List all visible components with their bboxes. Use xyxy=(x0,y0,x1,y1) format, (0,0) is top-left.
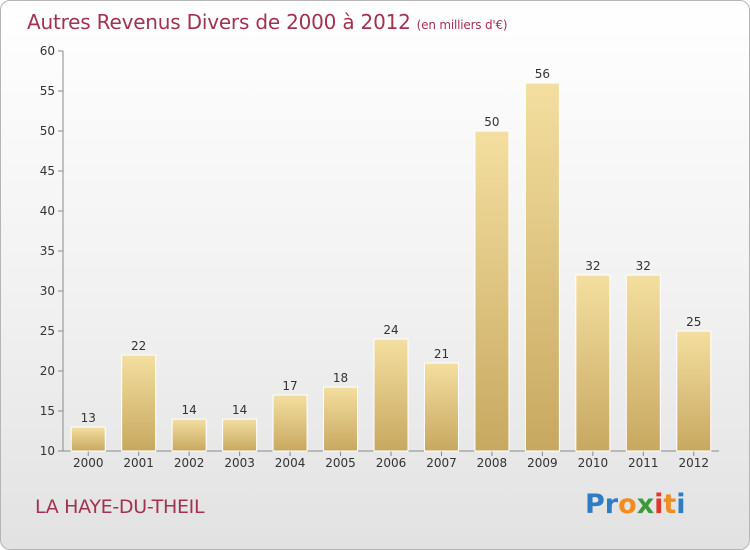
x-axis: 2000 2001 2002 2003 2004 2005 2006 2007 2008 2009… xyxy=(63,450,719,470)
place-name: LA HAYE-DU-THEIL xyxy=(35,496,205,518)
x-tick-label-2004: 2004 xyxy=(275,456,306,470)
y-tick-label: 55 xyxy=(40,84,55,98)
x-tick-label-2006: 2006 xyxy=(376,456,407,470)
proxiti-logo: Proxiti xyxy=(585,489,686,520)
data-label-2002: 14 xyxy=(182,403,197,417)
x-tick-label-2002: 2002 xyxy=(174,456,205,470)
x-tick-label-2003: 2003 xyxy=(224,456,255,470)
data-label-2008: 50 xyxy=(484,115,499,129)
x-tick-label-2008: 2008 xyxy=(477,456,508,470)
data-label-2003: 14 xyxy=(232,403,247,417)
chart-unit-note: (en milliers d'€) xyxy=(416,18,508,32)
bar-2005 xyxy=(323,386,359,452)
bar-series xyxy=(70,82,712,452)
x-tick-label-2012: 2012 xyxy=(678,456,709,470)
x-tick-label-2011: 2011 xyxy=(628,456,659,470)
bar-2001 xyxy=(121,354,157,452)
data-label-2007: 21 xyxy=(434,347,449,361)
bar-2010 xyxy=(575,274,611,452)
y-tick-label: 20 xyxy=(40,364,55,378)
data-label-2001: 22 xyxy=(131,339,146,353)
x-tick-label-2000: 2000 xyxy=(73,456,104,470)
x-tick-label-2007: 2007 xyxy=(426,456,457,470)
y-axis: 10 15 20 25 30 35 40 45 50 55 60 xyxy=(40,44,64,458)
chart-title-text: Autres Revenus Divers de 2000 à 2012 xyxy=(27,10,411,34)
y-tick-label: 50 xyxy=(40,124,55,138)
bar-2000 xyxy=(70,426,106,452)
x-tick-label-2010: 2010 xyxy=(578,456,609,470)
data-label-2004: 17 xyxy=(282,379,297,393)
y-tick-label: 25 xyxy=(40,324,55,338)
data-label-2000: 13 xyxy=(81,411,96,425)
y-tick-label: 60 xyxy=(40,44,55,58)
bar-2007 xyxy=(423,362,459,452)
chart-title: Autres Revenus Divers de 2000 à 2012 (en … xyxy=(27,10,508,34)
y-tick-label: 35 xyxy=(40,244,55,258)
x-tick-label-2005: 2005 xyxy=(325,456,356,470)
bar-2009 xyxy=(524,82,560,452)
x-tick-label-2001: 2001 xyxy=(123,456,154,470)
bar-2008 xyxy=(474,130,510,452)
y-tick-label: 40 xyxy=(40,204,55,218)
data-label-2005: 18 xyxy=(333,371,348,385)
data-label-2010: 32 xyxy=(585,259,600,273)
bar-2006 xyxy=(373,338,409,452)
data-label-2006: 24 xyxy=(383,323,398,337)
x-tick-label-2009: 2009 xyxy=(527,456,558,470)
bar-2011 xyxy=(625,274,661,452)
data-label-2011: 32 xyxy=(636,259,651,273)
data-label-2012: 25 xyxy=(686,315,701,329)
y-tick-label: 10 xyxy=(40,444,55,458)
bar-2012 xyxy=(676,330,712,452)
data-label-2009: 56 xyxy=(535,67,550,81)
y-tick-label: 30 xyxy=(40,284,55,298)
data-labels: 13 22 14 14 17 18 24 21 50 56 32 32 25 xyxy=(81,67,702,425)
bar-2003 xyxy=(222,418,258,452)
bar-2004 xyxy=(272,394,308,452)
y-tick-label: 45 xyxy=(40,164,55,178)
y-tick-label: 15 xyxy=(40,404,55,418)
bar-2002 xyxy=(171,418,207,452)
